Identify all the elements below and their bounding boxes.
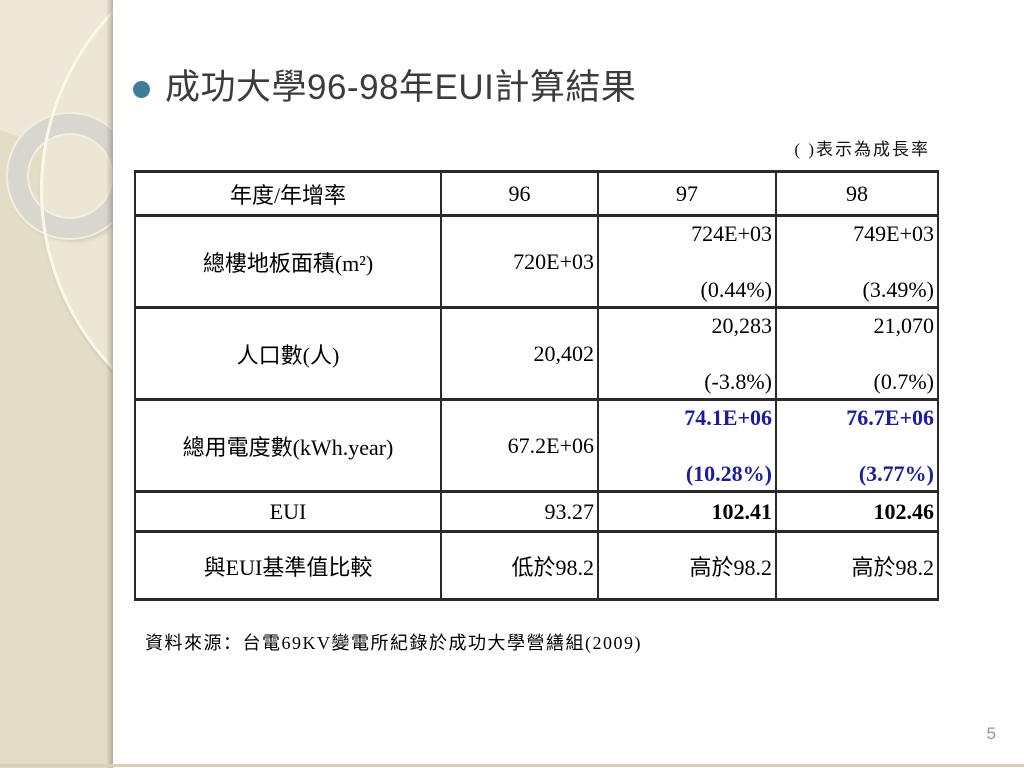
cell-pop-98: 21,070 (0.7%) [775,306,939,401]
cell-pop-96: 20,402 [440,306,599,401]
cell-elec-98: 76.7E+06 (3.77%) [775,398,939,493]
table-header-row: 年度/年增率 96 97 98 [134,170,939,217]
source-note: 資料來源：台電69KV變電所紀錄於成功大學營繕組(2009) [145,633,642,653]
growth: (3.77%) [858,460,934,486]
value: 724E+03 [691,220,772,246]
cell-eui-97: 102.41 [597,490,777,533]
page-title: 成功大學96-98年EUI計算結果 [165,68,637,107]
row-label: 人口數(人) [134,306,442,401]
cell-floor-96: 720E+03 [440,214,599,309]
row-label: 總用電度數(kWh.year) [134,398,442,493]
growth-rate-note: ( )表示為成長率 [794,140,930,159]
header-year-96: 96 [440,170,599,217]
row-label: 總樓地板面積(m²) [134,214,442,309]
cell-bench-96: 低於98.2 [440,530,599,601]
table-row-floor-area: 總樓地板面積(m²) 720E+03 724E+03 (0.44%) 749E+… [134,214,939,309]
cell-eui-96: 93.27 [440,490,599,533]
growth: (0.7%) [873,368,934,394]
growth: (0.44%) [700,276,772,302]
cell-eui-98: 102.46 [775,490,939,533]
cell-floor-98: 749E+03 (3.49%) [775,214,939,309]
cell-pop-97: 20,283 (-3.8%) [597,306,777,401]
eui-table: 年度/年增率 96 97 98 總樓地板面積(m²) 720E+03 724E+… [134,170,939,601]
growth: (-3.8%) [704,368,772,394]
table-row-electricity: 總用電度數(kWh.year) 67.2E+06 74.1E+06 (10.28… [134,398,939,493]
bullet-icon [133,81,150,98]
decorative-sidebar-strip [0,0,113,768]
footer-rule [0,764,1024,767]
cell-floor-97: 724E+03 (0.44%) [597,214,777,309]
value: 21,070 [873,312,935,338]
cell-bench-97: 高於98.2 [597,530,777,601]
growth: (10.28%) [685,460,772,486]
cell-elec-96: 67.2E+06 [440,398,599,493]
cell-elec-97: 74.1E+06 (10.28%) [597,398,777,493]
growth: (3.49%) [862,276,934,302]
page-number: 5 [986,724,996,743]
table-row-population: 人口數(人) 20,402 20,283 (-3.8%) 21,070 (0.7… [134,306,939,401]
header-year-98: 98 [775,170,939,217]
value: 749E+03 [853,220,934,246]
table-row-eui: EUI 93.27 102.41 102.46 [134,490,939,533]
eui-table-wrap: 年度/年增率 96 97 98 總樓地板面積(m²) 720E+03 724E+… [134,170,939,601]
row-label: 與EUI基準值比較 [134,530,442,601]
value: 20,283 [711,312,773,338]
cell-bench-98: 高於98.2 [775,530,939,601]
value: 74.1E+06 [684,404,772,430]
header-year-97: 97 [597,170,777,217]
strip-edge-shadow [106,0,113,768]
value: 76.7E+06 [846,404,934,430]
row-label: EUI [134,490,442,533]
table-row-benchmark: 與EUI基準值比較 低於98.2 高於98.2 高於98.2 [134,530,939,601]
title-block: 成功大學96-98年EUI計算結果 [133,64,993,111]
header-row-label: 年度/年增率 [134,170,442,217]
